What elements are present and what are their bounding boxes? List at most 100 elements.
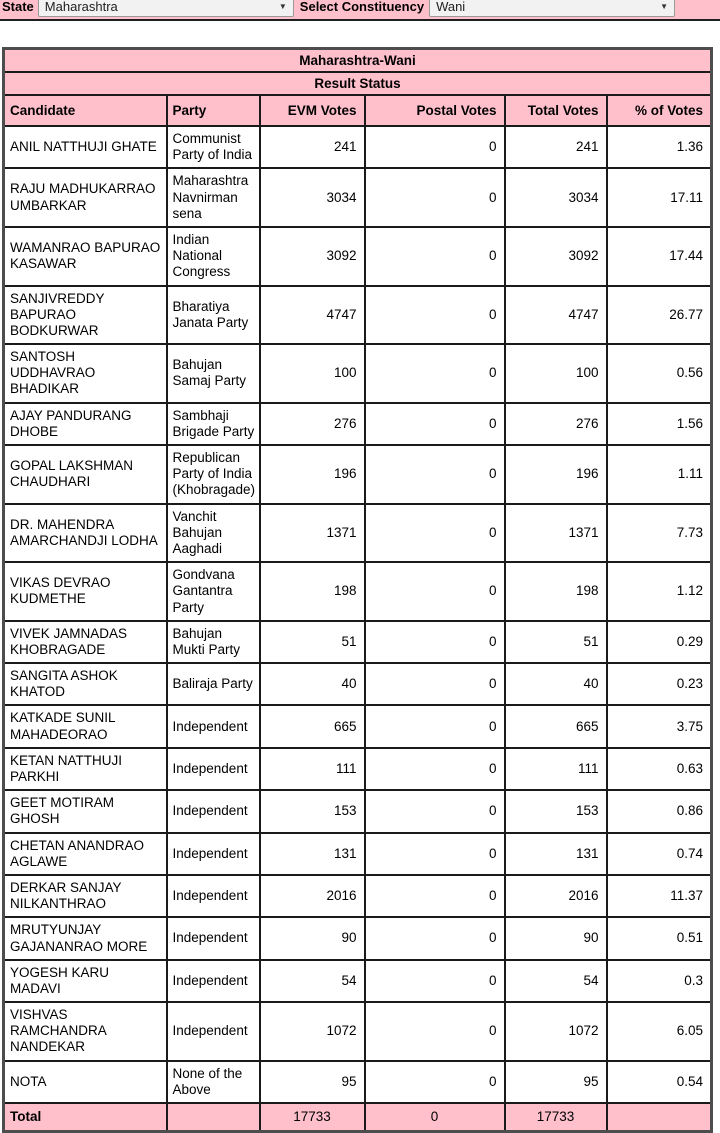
evm-votes-cell: 198 [258, 561, 366, 622]
page-title: Maharashtra-Wani [2, 47, 713, 73]
total-votes-cell: 1371 [503, 502, 608, 564]
party-cell: Independent [165, 958, 261, 1004]
party-cell: Independent [165, 916, 261, 961]
candidate-cell: GOPAL LAKSHMAN CHAUDHARI [2, 444, 168, 505]
table-row: SANTOSH UDDHAVRAO BHADIKAR Bahujan Samaj… [2, 343, 713, 404]
party-cell: Bahujan Mukti Party [165, 619, 261, 665]
constituency-select-value: Wani [436, 0, 466, 14]
candidate-cell: DR. MAHENDRA AMARCHANDJI LODHA [2, 502, 168, 564]
total-evm-votes: 17733 [258, 1102, 366, 1133]
evm-votes-cell: 276 [258, 401, 366, 447]
results-body: ANIL NATTHUJI GHATE Communist Party of I… [2, 124, 713, 1105]
candidate-cell: KETAN NATTHUJI PARKHI [2, 746, 168, 792]
evm-votes-cell: 3034 [258, 167, 366, 228]
total-postal-votes: 0 [363, 1102, 506, 1133]
evm-votes-cell: 40 [258, 662, 366, 707]
table-row: CHETAN ANANDRAO AGLAWE Independent 131 0… [2, 831, 713, 876]
postal-votes-cell: 0 [363, 1001, 506, 1062]
results-table: Maharashtra-Wani Result Status Candidate… [2, 47, 714, 1133]
postal-votes-cell: 0 [363, 746, 506, 792]
chevron-down-icon: ▼ [278, 1, 287, 11]
col-pct-votes: % of Votes [605, 94, 713, 127]
candidate-cell: VIVEK JAMNADAS KHOBRAGADE [2, 619, 168, 665]
postal-votes-cell: 0 [363, 916, 506, 961]
party-cell: Indian National Congress [165, 225, 261, 287]
table-row: RAJU MADHUKARRAO UMBARKAR Maharashtra Na… [2, 167, 713, 228]
total-total-votes: 17733 [503, 1102, 608, 1133]
evm-votes-cell: 241 [258, 124, 366, 170]
pct-votes-cell: 0.3 [605, 958, 713, 1004]
candidate-cell: AJAY PANDURANG DHOBE [2, 401, 168, 447]
candidate-cell: VIKAS DEVRAO KUDMETHE [2, 561, 168, 622]
postal-votes-cell: 0 [363, 444, 506, 505]
total-votes-cell: 276 [503, 401, 608, 447]
table-row: AJAY PANDURANG DHOBE Sambhaji Brigade Pa… [2, 401, 713, 447]
table-row: YOGESH KARU MADAVI Independent 54 0 54 0… [2, 958, 713, 1004]
pct-votes-cell: 6.05 [605, 1001, 713, 1062]
pct-votes-cell: 0.74 [605, 831, 713, 876]
total-row: Total 17733 0 17733 [2, 1102, 713, 1133]
pct-votes-cell: 0.63 [605, 746, 713, 792]
candidate-cell: GEET MOTIRAM GHOSH [2, 789, 168, 834]
pct-votes-cell: 11.37 [605, 873, 713, 919]
total-votes-cell: 665 [503, 704, 608, 749]
pct-votes-cell: 1.36 [605, 124, 713, 170]
total-votes-cell: 3092 [503, 225, 608, 287]
evm-votes-cell: 95 [258, 1059, 366, 1105]
table-row: WAMANRAO BAPURAO KASAWAR Indian National… [2, 225, 713, 287]
total-votes-cell: 51 [503, 619, 608, 665]
state-select[interactable]: Maharashtra ▼ [37, 0, 294, 17]
party-cell: Republican Party of India (Khobragade) [165, 444, 261, 505]
constituency-select[interactable]: Wani ▼ [429, 0, 676, 17]
total-votes-cell: 95 [503, 1059, 608, 1105]
state-label: State [2, 0, 34, 14]
party-cell: Bahujan Samaj Party [165, 343, 261, 404]
pct-votes-cell: 0.51 [605, 916, 713, 961]
total-votes-cell: 4747 [503, 284, 608, 346]
table-row: VISHVAS RAMCHANDRA NANDEKAR Independent … [2, 1001, 713, 1062]
postal-votes-cell: 0 [363, 662, 506, 707]
postal-votes-cell: 0 [363, 502, 506, 564]
pct-votes-cell: 7.73 [605, 502, 713, 564]
party-cell: Independent [165, 873, 261, 919]
total-votes-cell: 54 [503, 958, 608, 1004]
candidate-cell: SANJIVREDDY BAPURAO BODKURWAR [2, 284, 168, 346]
candidate-cell: SANGITA ASHOK KHATOD [2, 662, 168, 707]
postal-votes-cell: 0 [363, 225, 506, 287]
postal-votes-cell: 0 [363, 1059, 506, 1105]
candidate-cell: CHETAN ANANDRAO AGLAWE [2, 831, 168, 876]
party-cell: Independent [165, 704, 261, 749]
table-row: DERKAR SANJAY NILKANTHRAO Independent 20… [2, 873, 713, 919]
result-status-row: Result Status [2, 71, 713, 96]
party-cell: Vanchit Bahujan Aaghadi [165, 502, 261, 564]
table-row: MRUTYUNJAY GAJANANRAO MORE Independent 9… [2, 916, 713, 961]
table-row: KETAN NATTHUJI PARKHI Independent 111 0 … [2, 746, 713, 792]
total-votes-cell: 1072 [503, 1001, 608, 1062]
pct-votes-cell: 0.54 [605, 1059, 713, 1105]
total-votes-cell: 100 [503, 343, 608, 404]
pct-votes-cell: 0.29 [605, 619, 713, 665]
pct-votes-cell: 17.44 [605, 225, 713, 287]
evm-votes-cell: 665 [258, 704, 366, 749]
col-candidate: Candidate [2, 94, 168, 127]
candidate-cell: SANTOSH UDDHAVRAO BHADIKAR [2, 343, 168, 404]
evm-votes-cell: 90 [258, 916, 366, 961]
pct-votes-cell: 0.56 [605, 343, 713, 404]
table-row: GEET MOTIRAM GHOSH Independent 153 0 153… [2, 789, 713, 834]
postal-votes-cell: 0 [363, 873, 506, 919]
evm-votes-cell: 1371 [258, 502, 366, 564]
postal-votes-cell: 0 [363, 958, 506, 1004]
table-row: SANGITA ASHOK KHATOD Baliraja Party 40 0… [2, 662, 713, 707]
evm-votes-cell: 1072 [258, 1001, 366, 1062]
postal-votes-cell: 0 [363, 124, 506, 170]
total-votes-cell: 196 [503, 444, 608, 505]
candidate-cell: KATKADE SUNIL MAHADEORAO [2, 704, 168, 749]
constituency-label: Select Constituency [299, 0, 425, 14]
pct-votes-cell: 1.12 [605, 561, 713, 622]
total-votes-cell: 131 [503, 831, 608, 876]
party-cell: Communist Party of India [165, 124, 261, 170]
party-cell: Baliraja Party [165, 662, 261, 707]
postal-votes-cell: 0 [363, 561, 506, 622]
total-pct-cell [605, 1102, 713, 1133]
table-row: GOPAL LAKSHMAN CHAUDHARI Republican Part… [2, 444, 713, 505]
